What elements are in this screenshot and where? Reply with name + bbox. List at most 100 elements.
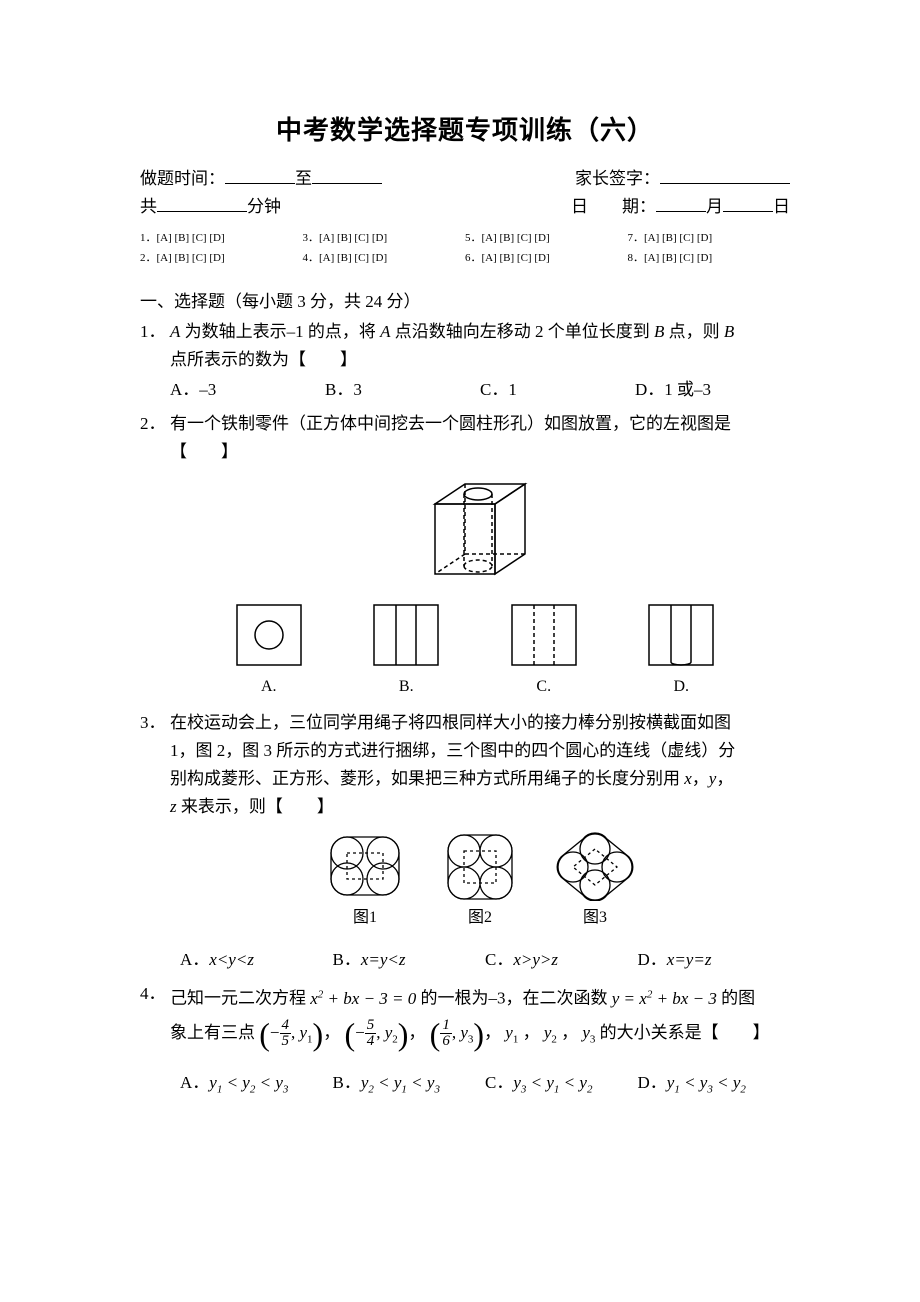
q3-line1: 在校运动会上，三位同学用绳子将四根同样大小的接力棒分别按横截面如图	[170, 709, 790, 737]
q3-fig1: 图1	[315, 831, 415, 932]
q2-line1: 有一个铁制零件（正方体中间挖去一个圆柱形孔）如图放置，它的左视图是	[170, 410, 790, 438]
label-date: 日 期：	[571, 197, 656, 216]
q2-fig-d[interactable]: D.	[613, 600, 751, 701]
square-circles-icon	[435, 831, 525, 901]
q4-l1c: 的图	[717, 989, 755, 1008]
blank-month[interactable]	[656, 193, 706, 212]
q3-opt-c[interactable]: C．x>y>z	[485, 946, 638, 974]
q2-label-c: C.	[475, 673, 613, 701]
q2-label-b: B.	[338, 673, 476, 701]
square-dashed-lines-icon	[504, 600, 584, 670]
q1-var-a2: A	[380, 322, 390, 341]
cube-with-hole-icon	[415, 474, 545, 594]
answer-slot-1[interactable]: 1．[A] [B] [C] [D]	[140, 229, 303, 245]
q2-option-figures: A. B. C. D.	[200, 600, 750, 701]
q4-l2a: 象上有三点	[170, 1023, 255, 1042]
answer-slot-6[interactable]: 6．[A] [B] [C] [D]	[465, 249, 628, 265]
q3-number: 3．	[140, 709, 170, 974]
q3-fig2: 图2	[435, 831, 525, 932]
total-field: 共 分钟	[140, 193, 281, 221]
q1-t2: 点沿数轴向左移动 2 个单位长度到	[391, 322, 655, 341]
meta-row-2: 共 分钟 日 期：月日	[140, 193, 790, 221]
q1-number: 1．	[140, 318, 170, 404]
answer-slot-4[interactable]: 4．[A] [B] [C] [D]	[303, 249, 466, 265]
q4-l2c: 的大小关系是【 】	[600, 1023, 770, 1042]
q4-opt-b[interactable]: B．y2 < y1 < y3	[333, 1069, 486, 1103]
blank-day[interactable]	[723, 193, 773, 212]
answer-slot-8[interactable]: 8．[A] [B] [C] [D]	[628, 249, 791, 265]
q1-t1: 为数轴上表示–1 的点，将	[180, 322, 380, 341]
q4-lc: C．	[485, 1073, 513, 1092]
q3-opt-a[interactable]: A．A．x<y<zx<y<z	[180, 946, 333, 974]
q3-figlabel-3: 图3	[545, 904, 645, 932]
q2-label-a: A.	[200, 673, 338, 701]
answer-slot-5[interactable]: 5．[A] [B] [C] [D]	[465, 229, 628, 245]
q1-opt-a[interactable]: A．–3	[170, 376, 325, 404]
q4-opt-d[interactable]: D．y1 < y3 < y2	[638, 1069, 791, 1103]
q4-opt-a[interactable]: A．y1 < y2 < y3	[180, 1069, 333, 1103]
q4-la: A．	[180, 1073, 209, 1092]
blank-time-end[interactable]	[312, 165, 382, 184]
answer-key-grid: 1．[A] [B] [C] [D] 3．[A] [B] [C] [D] 5．[A…	[140, 229, 790, 265]
question-3: 3． 在校运动会上，三位同学用绳子将四根同样大小的接力棒分别按横截面如图 1，图…	[140, 709, 790, 974]
q2-number: 2．	[140, 410, 170, 703]
blank-time-start[interactable]	[225, 165, 295, 184]
q4-options: A．y1 < y2 < y3 B．y2 < y1 < y3 C．y3 < y1 …	[170, 1069, 790, 1103]
q4-p2n: 5	[365, 1018, 377, 1034]
q4-l1b: 的一根为–3，在二次函数	[416, 989, 612, 1008]
q1-options: A．–3 B．3 C．1 D．1 或–3	[170, 376, 790, 404]
square-circle-icon	[229, 600, 309, 670]
q2-fig-a[interactable]: A.	[200, 600, 338, 701]
q3-line2: 1，图 2，图 3 所示的方式进行捆绑，三个图中的四个圆心的连线（虚线）分	[170, 737, 790, 765]
q4-opt-c[interactable]: C．y3 < y1 < y2	[485, 1069, 638, 1103]
document-page: 中考数学选择题专项训练（六） 做题时间：至 家长签字： 共分钟 日 期：月日 1…	[0, 0, 920, 1302]
q3-l4: 来表示，则【 】	[177, 797, 334, 816]
q1-opt-c[interactable]: C．1	[480, 376, 635, 404]
label-total-pre: 共	[140, 197, 157, 216]
rhombus-circles-icon	[315, 831, 415, 901]
q3-body: 在校运动会上，三位同学用绳子将四根同样大小的接力棒分别按横截面如图 1，图 2，…	[170, 709, 790, 974]
q2-fig-b[interactable]: B.	[338, 600, 476, 701]
q3-figlabel-2: 图2	[435, 904, 525, 932]
q4-p1d: 5	[280, 1034, 292, 1049]
q2-main-figure	[170, 474, 790, 594]
q4-l1a: 己知一元二次方程	[170, 989, 310, 1008]
question-2: 2． 有一个铁制零件（正方体中间挖去一个圆柱形孔）如图放置，它的左视图是 【 】	[140, 410, 790, 703]
q4-ld: D．	[638, 1073, 667, 1092]
q3-options: A．A．x<y<zx<y<z B．x=y<z C．x>y>z D．x=y=z	[170, 946, 790, 974]
rhombus2-circles-icon	[545, 831, 645, 901]
blank-sign[interactable]	[660, 165, 790, 184]
square-cylinder-icon	[641, 600, 721, 670]
q1-var-b2: B	[724, 322, 734, 341]
q2-line2: 【 】	[170, 438, 790, 466]
answer-slot-7[interactable]: 7．[A] [B] [C] [D]	[628, 229, 791, 245]
q3-l3b: ，	[692, 769, 709, 788]
q2-fig-c[interactable]: C.	[475, 600, 613, 701]
label-time-mid: 至	[295, 169, 312, 188]
q3-figures: 图1 图2	[170, 831, 790, 932]
date-field: 日 期：月日	[571, 193, 790, 221]
q1-opt-b[interactable]: B．3	[325, 376, 480, 404]
q2-label-d: D.	[613, 673, 751, 701]
q4-p2d: 4	[365, 1034, 377, 1049]
q3-opt-b[interactable]: B．x=y<z	[333, 946, 486, 974]
q3-opt-d[interactable]: D．x=y=z	[638, 946, 791, 974]
answer-slot-3[interactable]: 3．[A] [B] [C] [D]	[303, 229, 466, 245]
blank-total[interactable]	[157, 193, 247, 212]
answer-slot-2[interactable]: 2．[A] [B] [C] [D]	[140, 249, 303, 265]
question-1: 1． A 为数轴上表示–1 的点，将 A 点沿数轴向左移动 2 个单位长度到 B…	[140, 318, 790, 404]
q3-fig3: 图3	[545, 831, 645, 932]
q3-figlabel-1: 图1	[315, 904, 415, 932]
q1-t3: 点，则	[664, 322, 724, 341]
q1-opt-d[interactable]: D．1 或–3	[635, 376, 790, 404]
label-day: 日	[773, 197, 790, 216]
sign-field: 家长签字：	[575, 165, 790, 193]
label-sign: 家长签字：	[575, 169, 660, 188]
q4-p3n: 1	[440, 1018, 452, 1034]
question-list: 1． A 为数轴上表示–1 的点，将 A 点沿数轴向左移动 2 个单位长度到 B…	[140, 318, 790, 1103]
q1-var-a1: A	[170, 322, 180, 341]
q3-var-z: z	[170, 797, 177, 816]
square-solid-lines-icon	[366, 600, 446, 670]
label-total-post: 分钟	[247, 197, 281, 216]
q4-lb: B．	[333, 1073, 361, 1092]
